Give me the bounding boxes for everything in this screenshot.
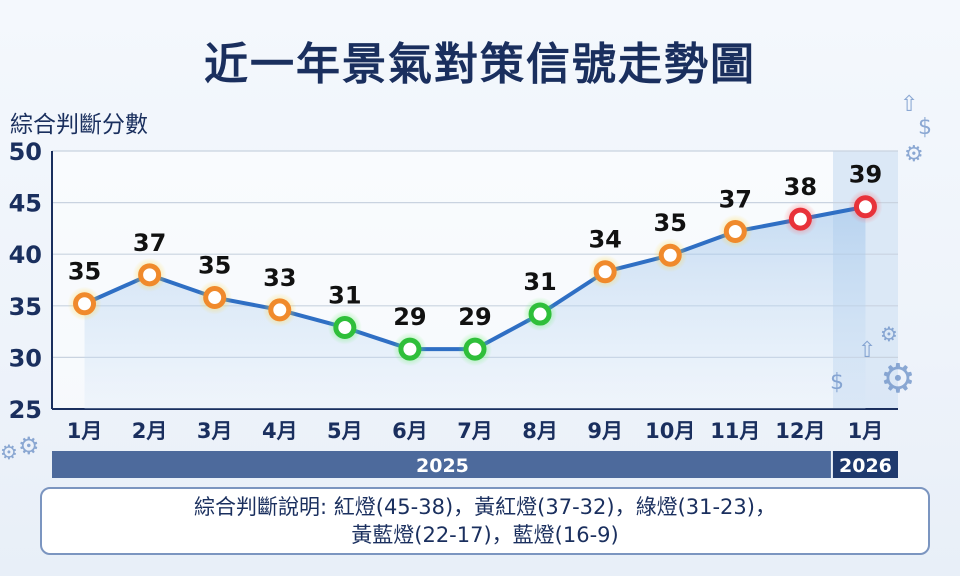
data-point (528, 302, 552, 326)
x-axis: 1月 2月 3月 4月 5月 6月 7月 8月 9月 10月 11月 12月 1月 (67, 419, 884, 443)
chart-title: 近一年景氣對策信號走勢圖 (204, 39, 756, 90)
signal-legend-note: 綜合判斷說明: 紅燈(45-38)，黃紅燈(37-32)，綠燈(31-23)， … (40, 487, 930, 555)
y-tick-label: 30 (9, 344, 42, 372)
note-line-2: 黃藍燈(22-17)，藍燈(16-9) (351, 523, 619, 547)
gear-icon: ⚙ (904, 142, 924, 167)
y-tick-label: 25 (9, 396, 42, 424)
data-label: 37 (719, 185, 752, 213)
y-tick-label: 35 (9, 293, 42, 321)
data-label: 29 (393, 303, 426, 331)
year-label: 2026 (839, 455, 892, 477)
data-point (73, 292, 97, 316)
data-point (723, 219, 747, 243)
data-point (853, 195, 877, 219)
data-label: 33 (263, 264, 296, 292)
y-axis-label: 綜合判斷分數 (10, 112, 148, 138)
data-point (268, 298, 292, 322)
x-tick-label: 10月 (645, 419, 695, 443)
x-tick-label: 4月 (262, 419, 298, 443)
data-label: 37 (133, 229, 166, 257)
year-band: 2025 2026 (52, 451, 898, 478)
y-tick-label: 40 (9, 241, 42, 269)
gear-icon: ⚙ (880, 356, 916, 402)
data-label: 31 (328, 281, 361, 309)
y-tick-label: 50 (9, 138, 42, 166)
year-label: 2025 (416, 455, 469, 477)
data-label: 35 (68, 258, 101, 286)
x-tick-label: 9月 (587, 419, 623, 443)
data-point (203, 286, 227, 310)
data-point (138, 263, 162, 287)
data-label: 39 (849, 161, 882, 189)
data-point (593, 260, 617, 284)
y-tick-label: 45 (9, 190, 42, 218)
dollar-icon: $ (918, 115, 932, 140)
x-tick-label: 7月 (457, 419, 493, 443)
gear-icon: ⚙ (18, 432, 40, 460)
data-point (788, 207, 812, 231)
x-tick-label: 3月 (197, 419, 233, 443)
x-tick-label: 5月 (327, 419, 363, 443)
data-label: 29 (458, 303, 491, 331)
data-point (658, 243, 682, 267)
arrow-up-icon: ⇧ (858, 338, 877, 363)
gear-icon: ⚙ (880, 322, 898, 346)
dollar-icon: $ (830, 370, 844, 395)
data-label: 34 (588, 226, 621, 254)
data-label: 35 (198, 252, 231, 280)
x-tick-label: 8月 (522, 419, 558, 443)
x-tick-label: 1月 (848, 419, 884, 443)
data-point (398, 337, 422, 361)
data-point (463, 337, 487, 361)
arrow-up-icon: ⇧ (900, 92, 919, 117)
data-points: 35 37 35 33 31 29 29 31 34 35 37 38 39 (67, 161, 883, 367)
x-tick-label: 2月 (132, 419, 168, 443)
x-tick-label: 6月 (392, 419, 428, 443)
year-band-segment (832, 451, 898, 478)
data-label: 31 (523, 268, 556, 296)
year-band-segment (52, 451, 831, 478)
x-tick-label: 1月 (67, 419, 103, 443)
x-tick-label: 11月 (710, 419, 760, 443)
gear-icon: ⚙ (0, 440, 18, 464)
data-label: 35 (654, 209, 687, 237)
x-tick-label: 12月 (775, 419, 825, 443)
data-point (333, 315, 357, 339)
note-line-1: 綜合判斷說明: 紅燈(45-38)，黃紅燈(37-32)，綠燈(31-23)， (194, 495, 776, 519)
data-label: 38 (784, 173, 817, 201)
